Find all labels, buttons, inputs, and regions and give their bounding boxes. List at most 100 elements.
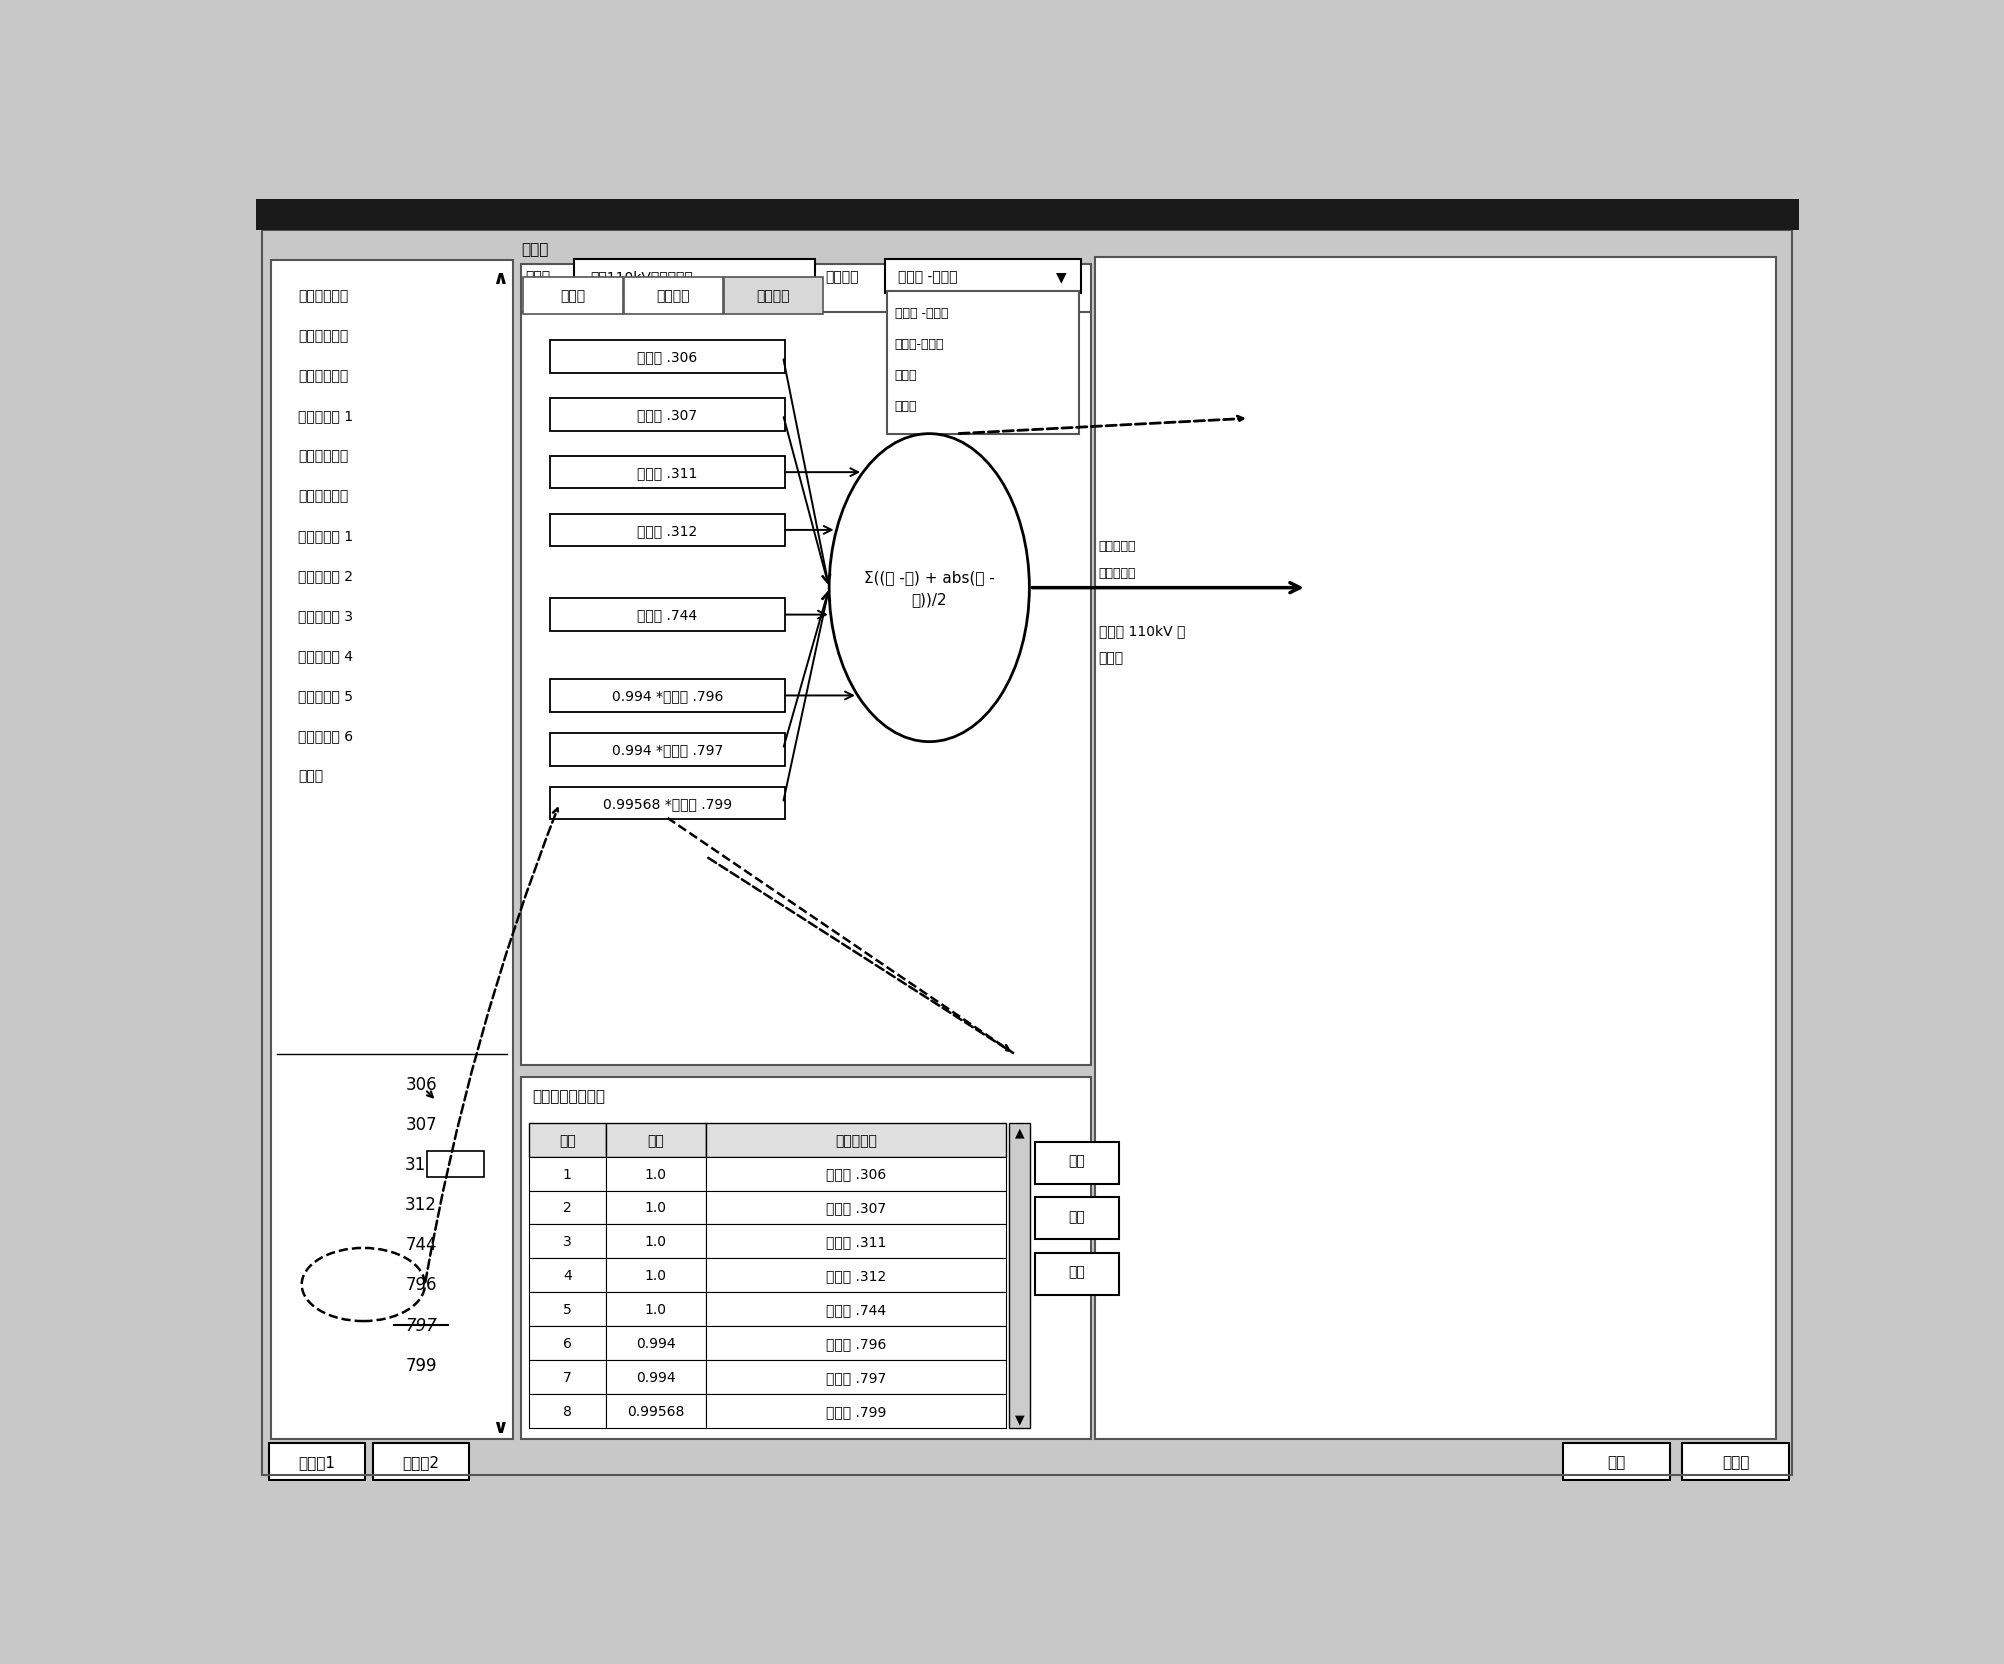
FancyBboxPatch shape xyxy=(605,1225,705,1258)
FancyBboxPatch shape xyxy=(551,514,784,547)
Text: 3: 3 xyxy=(563,1235,571,1248)
Text: グラフ設定 2: グラフ設定 2 xyxy=(299,569,353,582)
FancyBboxPatch shape xyxy=(373,1443,469,1481)
Text: 4: 4 xyxy=(563,1268,571,1283)
FancyBboxPatch shape xyxy=(705,1394,1006,1428)
Text: 測定値 .797: 測定値 .797 xyxy=(826,1369,886,1384)
FancyBboxPatch shape xyxy=(271,261,513,1439)
FancyBboxPatch shape xyxy=(1094,258,1776,1439)
Text: ▼: ▼ xyxy=(1056,270,1066,283)
Text: 312: 312 xyxy=(405,1196,437,1213)
FancyBboxPatch shape xyxy=(529,1326,605,1359)
FancyBboxPatch shape xyxy=(551,599,784,631)
FancyBboxPatch shape xyxy=(886,260,1080,293)
Text: 計算式: 計算式 xyxy=(525,270,551,283)
FancyBboxPatch shape xyxy=(605,1293,705,1326)
Text: 測定値 .312: 測定値 .312 xyxy=(826,1268,886,1283)
FancyBboxPatch shape xyxy=(551,399,784,431)
Text: 係数設定: 係数設定 xyxy=(655,290,689,303)
FancyBboxPatch shape xyxy=(269,1443,365,1481)
Text: グラフ設定 1: グラフ設定 1 xyxy=(299,529,353,542)
FancyBboxPatch shape xyxy=(705,1225,1006,1258)
Text: 移動: 移動 xyxy=(1068,1265,1084,1278)
Text: 削除: 削除 xyxy=(1068,1210,1084,1223)
Text: 係数: 係数 xyxy=(647,1133,663,1146)
FancyBboxPatch shape xyxy=(529,1359,605,1394)
Text: テスト -テスト: テスト -テスト xyxy=(898,270,958,283)
Text: グラフの表示: グラフの表示 xyxy=(299,369,349,383)
FancyBboxPatch shape xyxy=(551,787,784,820)
Text: 閉じる: 閉じる xyxy=(1721,1454,1749,1469)
Ellipse shape xyxy=(830,434,1030,742)
Text: 測定値 .306: 測定値 .306 xyxy=(637,351,697,364)
FancyBboxPatch shape xyxy=(529,1293,605,1326)
FancyBboxPatch shape xyxy=(529,1123,605,1156)
FancyBboxPatch shape xyxy=(605,1191,705,1225)
Text: 306: 306 xyxy=(405,1075,437,1093)
Text: 1.0: 1.0 xyxy=(645,1235,667,1248)
FancyBboxPatch shape xyxy=(605,1326,705,1359)
FancyBboxPatch shape xyxy=(523,278,623,314)
Text: 測定値 .312: 測定値 .312 xyxy=(637,524,697,537)
Text: 799: 799 xyxy=(405,1356,437,1374)
Text: 【】110kVの変電設定: 【】110kVの変電設定 xyxy=(591,270,693,283)
Text: 変電所名称: 変電所名称 xyxy=(1098,539,1136,552)
Text: 測定値 .796: 測定値 .796 xyxy=(826,1336,886,1350)
Text: 測定値 .799: 測定値 .799 xyxy=(826,1404,886,1418)
Text: 797: 797 xyxy=(405,1316,437,1335)
Text: グラフの種類: グラフの種類 xyxy=(299,329,349,343)
Text: 8: 8 xyxy=(563,1404,571,1418)
Text: 測定値 .306: 測定値 .306 xyxy=(826,1166,886,1181)
FancyBboxPatch shape xyxy=(605,1359,705,1394)
Text: 1.0: 1.0 xyxy=(645,1201,667,1215)
Text: 測定値 110kV の: 測定値 110kV の xyxy=(1098,624,1184,637)
Text: グラフ設定 6: グラフ設定 6 xyxy=(299,729,353,744)
FancyBboxPatch shape xyxy=(605,1394,705,1428)
FancyBboxPatch shape xyxy=(705,1359,1006,1394)
Text: 1.0: 1.0 xyxy=(645,1303,667,1316)
Text: グラフの種別: グラフの種別 xyxy=(299,449,349,463)
FancyBboxPatch shape xyxy=(705,1191,1006,1225)
Text: 番号: 番号 xyxy=(559,1133,575,1146)
FancyBboxPatch shape xyxy=(529,1225,605,1258)
Text: 744: 744 xyxy=(405,1236,437,1253)
Text: 1: 1 xyxy=(563,1166,571,1181)
FancyBboxPatch shape xyxy=(1008,1123,1030,1428)
FancyBboxPatch shape xyxy=(1034,1143,1118,1183)
FancyBboxPatch shape xyxy=(1034,1253,1118,1295)
Text: 口口: 口口 xyxy=(449,1160,463,1170)
Text: テスト1: テスト1 xyxy=(299,1454,335,1469)
Text: 1.0: 1.0 xyxy=(645,1166,667,1181)
FancyBboxPatch shape xyxy=(529,1258,605,1293)
Text: テスト-テスト: テスト-テスト xyxy=(894,338,944,351)
Text: 変電所番号: 変電所番号 xyxy=(1098,566,1136,579)
Text: 0.994 *測定値 .796: 0.994 *測定値 .796 xyxy=(611,689,723,702)
Text: 設定完了: 設定完了 xyxy=(756,290,790,303)
Text: 測定値 .744: 測定値 .744 xyxy=(826,1303,886,1316)
Text: 2: 2 xyxy=(563,1201,571,1215)
Text: テスト2: テスト2 xyxy=(403,1454,439,1469)
FancyBboxPatch shape xyxy=(529,1191,605,1225)
Text: 7: 7 xyxy=(563,1369,571,1384)
FancyBboxPatch shape xyxy=(551,681,784,712)
Text: 0.994: 0.994 xyxy=(635,1369,675,1384)
Text: テスト -測定値: テスト -測定値 xyxy=(894,308,948,319)
Text: 測定値 .744: 測定値 .744 xyxy=(637,609,697,622)
FancyBboxPatch shape xyxy=(705,1326,1006,1359)
Text: ▼: ▼ xyxy=(1014,1413,1024,1424)
FancyBboxPatch shape xyxy=(573,260,816,293)
Text: 係数設定テーブル: 係数設定テーブル xyxy=(533,1088,605,1103)
FancyBboxPatch shape xyxy=(888,291,1080,434)
Text: 測定値番号: 測定値番号 xyxy=(836,1133,878,1146)
Text: 選択中: 選択中 xyxy=(521,243,549,258)
FancyBboxPatch shape xyxy=(521,1077,1090,1439)
FancyBboxPatch shape xyxy=(521,265,1090,1065)
Text: 796: 796 xyxy=(405,1276,437,1293)
FancyBboxPatch shape xyxy=(551,456,784,489)
FancyBboxPatch shape xyxy=(705,1156,1006,1191)
Text: ▲: ▲ xyxy=(1014,1127,1024,1138)
Text: 6: 6 xyxy=(563,1336,571,1350)
Text: ∧: ∧ xyxy=(491,268,507,288)
Text: 0.994 *測定値 .797: 0.994 *測定値 .797 xyxy=(611,742,723,757)
FancyBboxPatch shape xyxy=(529,1156,605,1191)
